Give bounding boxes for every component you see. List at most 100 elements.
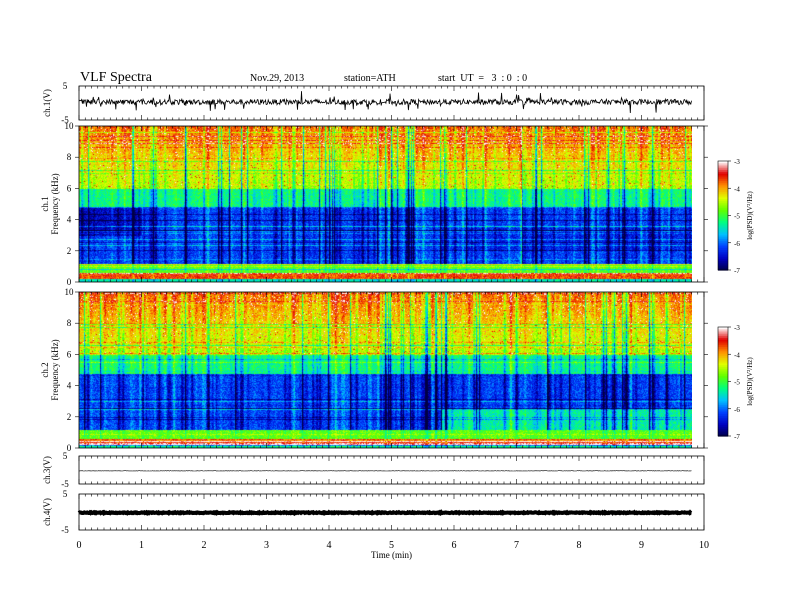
colorbar-cell	[718, 374, 728, 377]
colorbar-cell	[718, 253, 728, 257]
colorbar-cell	[718, 211, 728, 215]
colorbar-cell	[718, 399, 728, 403]
colorbar-cell	[718, 368, 728, 372]
colorbar-cell	[718, 197, 728, 200]
colorbar-cell	[718, 208, 728, 211]
colorbar-cell	[718, 357, 728, 361]
colorbar-cell	[718, 434, 728, 437]
colorbar-cell	[718, 428, 728, 432]
colorbar-cell	[718, 226, 728, 229]
colorbar-cell	[718, 348, 728, 352]
colorbar-cell	[718, 328, 728, 332]
colorbar-cell	[718, 417, 728, 421]
colorbar-cell	[718, 222, 728, 226]
colorbar-cell	[718, 246, 728, 249]
spectrogram-ch2	[79, 292, 692, 448]
colorbar-cell	[718, 204, 728, 208]
colorbar-cell	[718, 173, 728, 177]
y-axis-label: ch.1(V)	[42, 89, 52, 117]
ytick-label: 5	[63, 451, 68, 461]
colorbar-cell	[718, 220, 728, 224]
ytick-label: -5	[61, 479, 69, 489]
colorbar-cell	[718, 171, 728, 175]
colorbar-cell	[718, 244, 728, 247]
colorbar-cell	[718, 426, 728, 430]
xtick-label: 7	[514, 540, 519, 551]
colorbar-cell	[718, 219, 728, 222]
colorbar-tick-label: -7	[734, 433, 740, 441]
colorbar-tick-label: -4	[734, 351, 740, 359]
colorbar-cell	[718, 377, 728, 381]
colorbar-cell	[718, 414, 728, 417]
colorbar-cell	[718, 182, 728, 186]
colorbar-cell	[718, 370, 728, 374]
xtick-label: 2	[202, 540, 207, 551]
colorbar-cell	[718, 200, 728, 204]
colorbar-cell	[718, 403, 728, 406]
colorbar-cell	[718, 337, 728, 341]
colorbar-cell	[718, 193, 728, 197]
date-label: Nov.29, 2013	[250, 73, 305, 84]
xtick-label: 0	[77, 540, 82, 551]
waveform-ch-4-v	[77, 509, 693, 517]
xtick-label: 6	[452, 540, 457, 551]
colorbar-cell	[718, 186, 728, 189]
xtick-label: 10	[699, 540, 709, 551]
colorbar-cell	[718, 346, 728, 350]
colorbar-tick-label: -6	[734, 406, 740, 414]
x-axis-label: Time (min)	[371, 550, 412, 560]
y-axis-label: Frequency (kHz)	[50, 173, 60, 234]
colorbar-cell	[718, 341, 728, 344]
colorbar-cell	[718, 239, 728, 242]
colorbar-label: log(PSD)(V²/Hz)	[746, 357, 754, 406]
colorbar-cell	[718, 242, 728, 246]
colorbar-cell	[718, 330, 728, 334]
colorbar-cell	[718, 231, 728, 235]
colorbar-tick-label: -3	[734, 158, 740, 166]
colorbar-cell	[718, 266, 728, 269]
colorbar-cell	[718, 410, 728, 413]
xtick-label: 3	[264, 540, 269, 551]
xtick-label: 1	[139, 540, 144, 551]
colorbar-cell	[718, 327, 728, 330]
colorbar-cell	[718, 372, 728, 375]
colorbar-cell	[718, 177, 728, 180]
ytick-label: 4	[67, 215, 72, 225]
colorbar-cell	[718, 260, 728, 264]
colorbar-cell	[718, 376, 728, 379]
colorbar-cell	[718, 250, 728, 253]
colorbar-cell	[718, 392, 728, 395]
colorbar-cell	[718, 361, 728, 364]
colorbar-cell	[718, 184, 728, 188]
xtick-label: 4	[327, 540, 332, 551]
y-axis-label: ch.4(V)	[42, 498, 52, 526]
colorbar-cell	[718, 248, 728, 251]
colorbar-cell	[718, 166, 728, 169]
colorbar-cell	[718, 240, 728, 244]
colorbar-tick-label: -5	[734, 213, 740, 221]
colorbar-cell	[718, 188, 728, 191]
ytick-label: 5	[63, 81, 68, 91]
colorbar-cell	[718, 363, 728, 366]
colorbar-cell	[718, 195, 728, 198]
colorbar-cell	[718, 191, 728, 195]
colorbar-cell	[718, 401, 728, 404]
xtick-label: 5	[389, 540, 394, 551]
colorbar-cell	[718, 332, 728, 335]
colorbar-cell	[718, 397, 728, 401]
colorbar-cell	[718, 230, 728, 233]
colorbar-cell	[718, 164, 728, 168]
colorbar-cell	[718, 365, 728, 368]
colorbar-cell	[718, 251, 728, 255]
y-axis-label: ch.3(V)	[42, 456, 52, 484]
ytick-label: 5	[63, 489, 68, 499]
colorbar-cell	[718, 339, 728, 343]
colorbar-cell	[718, 386, 728, 390]
ytick-label: -5	[61, 525, 69, 535]
ytick-label: 6	[67, 183, 72, 193]
ytick-label: 0	[67, 277, 72, 287]
colorbar-cell	[718, 416, 728, 419]
colorbar-cell	[718, 259, 728, 262]
colorbar-cell	[718, 421, 728, 424]
colorbar-cell	[718, 390, 728, 393]
